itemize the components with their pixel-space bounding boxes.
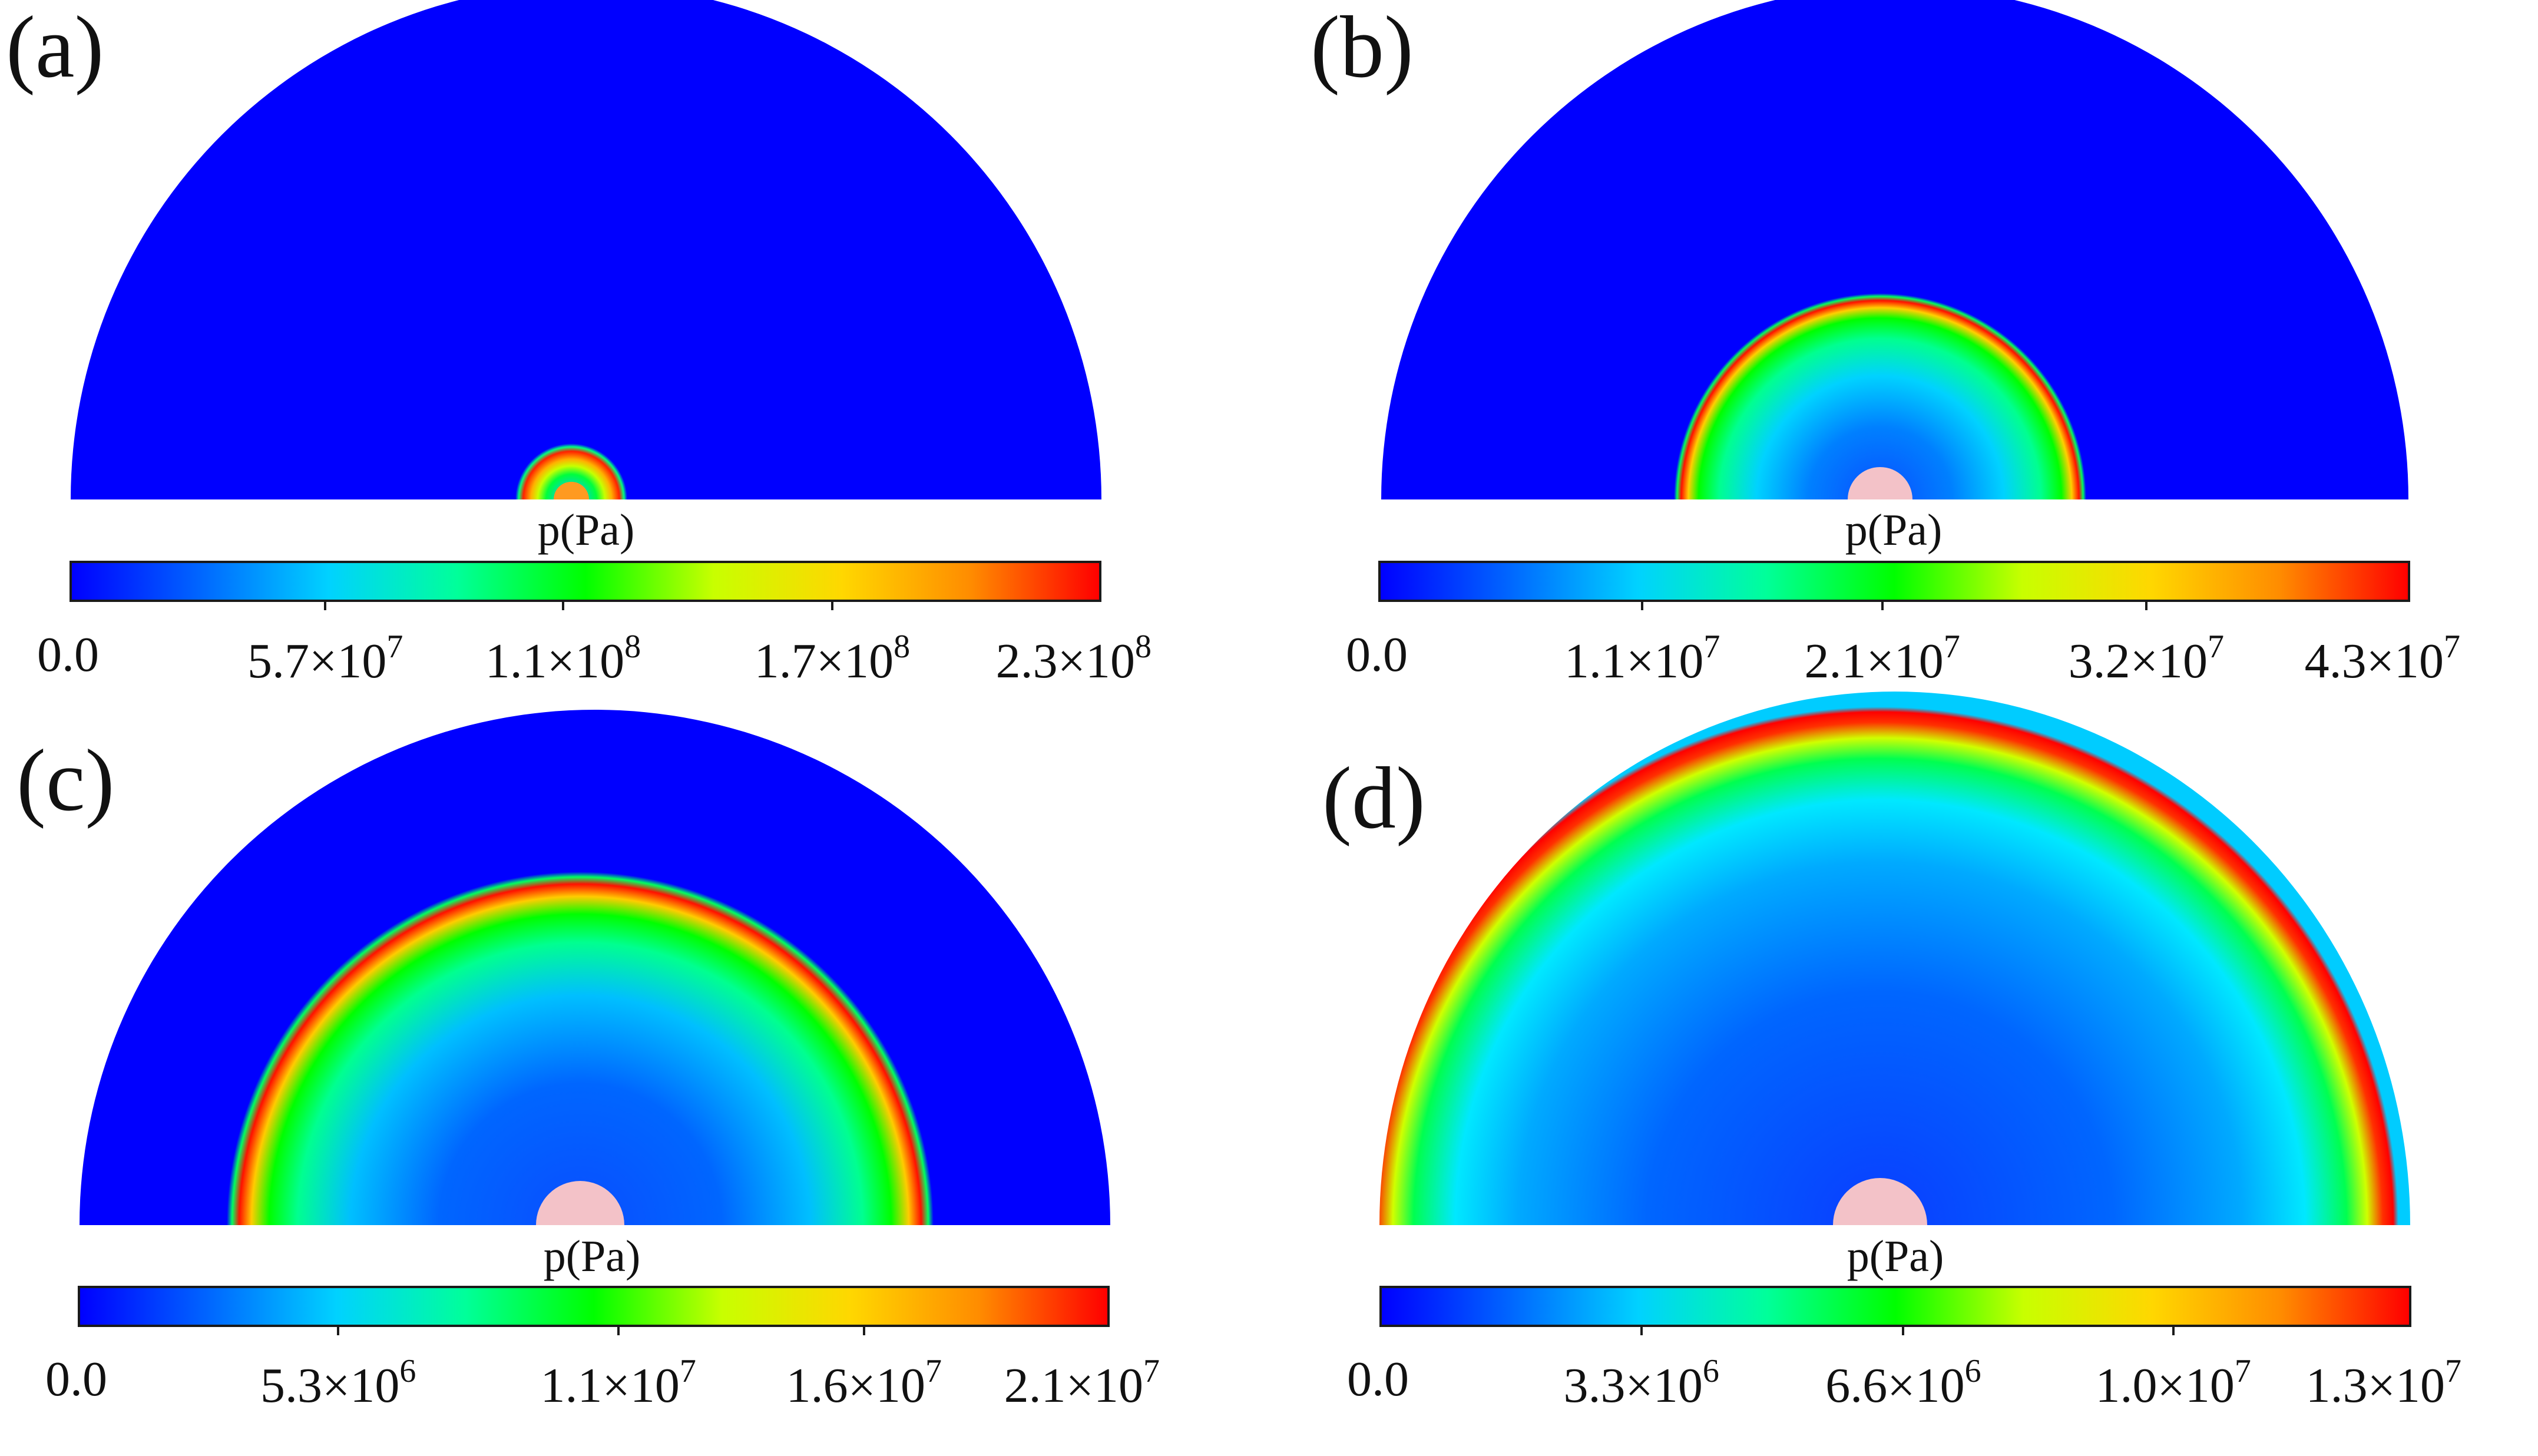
tick-mantissa: 6.6×10 — [1825, 1358, 1965, 1413]
colorbar-tick-mark — [2145, 600, 2147, 610]
tick-mantissa: 2.1×10 — [1804, 634, 1944, 689]
source-region-b — [1848, 467, 1912, 499]
panel-label-b: (b) — [1311, 0, 1414, 96]
tick-exponent: 7 — [1703, 628, 1720, 665]
colorbar-tick-label: 3.2×107 — [2069, 630, 2224, 686]
source-region-a — [554, 482, 589, 499]
tick-exponent: 8 — [624, 628, 641, 665]
colorbar-tick-label: 5.7×107 — [247, 630, 403, 686]
tick-mantissa: 0.0 — [37, 627, 99, 682]
source-region-c — [536, 1181, 624, 1225]
colorbar-tick-mark — [2172, 1325, 2175, 1335]
colorbar-tick-label: 0.0 — [1346, 630, 1408, 680]
tick-exponent: 8 — [894, 628, 911, 665]
panel-b-field — [1381, 0, 2408, 499]
tick-mantissa: 0.0 — [1346, 627, 1408, 682]
panel-a-field — [71, 0, 1101, 499]
pressure-wave-d — [1379, 691, 2410, 1225]
pressure-wave-a — [515, 444, 627, 499]
panel-c-field — [80, 710, 1110, 1225]
colorbar-tick-label: 5.3×106 — [260, 1355, 416, 1411]
colorbar-tick-mark — [1881, 600, 1884, 610]
tick-exponent: 7 — [386, 628, 403, 665]
tick-exponent: 8 — [1135, 628, 1151, 665]
tick-exponent: 7 — [2445, 1353, 2461, 1389]
colorbar-tick-mark — [862, 1325, 865, 1335]
domain-halfdisk-a — [71, 0, 1101, 499]
colorbar-tick-label: 1.6×107 — [786, 1355, 942, 1411]
colorbar-tick-mark — [830, 600, 833, 610]
colorbar-b — [1378, 561, 2410, 602]
tick-exponent: 7 — [925, 1353, 942, 1389]
colorbar-tick-label: 0.0 — [37, 630, 99, 680]
pressure-wave-b — [1674, 293, 2086, 499]
colorbar-tick-mark — [1902, 1325, 1905, 1335]
tick-mantissa: 1.1×10 — [485, 634, 625, 689]
tick-mantissa: 4.3×10 — [2304, 634, 2444, 689]
tick-mantissa: 1.1×10 — [540, 1358, 680, 1413]
colorbar-tick-mark — [1640, 1325, 1643, 1335]
tick-mantissa: 1.0×10 — [2095, 1358, 2235, 1413]
tick-exponent: 6 — [399, 1353, 416, 1389]
colorbar-tick-label: 1.1×107 — [541, 1355, 696, 1411]
tick-mantissa: 2.1×10 — [1004, 1358, 1143, 1413]
tick-exponent: 6 — [1702, 1353, 1719, 1389]
tick-exponent: 6 — [1964, 1353, 1981, 1389]
colorbar-tick-label: 0.0 — [1347, 1355, 1409, 1404]
colorbar-tick-label: 1.3×107 — [2306, 1355, 2461, 1411]
tick-exponent: 7 — [1943, 628, 1960, 665]
tick-mantissa: 2.3×10 — [995, 634, 1135, 689]
tick-exponent: 7 — [2234, 1353, 2251, 1389]
colorbar-tick-mark — [617, 1325, 620, 1335]
tick-mantissa: 1.3×10 — [2305, 1358, 2445, 1413]
colorbar-tick-mark — [337, 1325, 340, 1335]
colorbar-tick-label: 1.7×108 — [755, 630, 910, 686]
colorbar-tick-mark — [324, 600, 327, 610]
colorbar-title-a: p(Pa) — [537, 505, 635, 555]
colorbar-tick-label: 1.0×107 — [2096, 1355, 2251, 1411]
colorbar-tick-label: 1.1×107 — [1564, 630, 1720, 686]
colorbar-tick-label: 2.3×108 — [996, 630, 1151, 686]
tick-exponent: 7 — [2444, 628, 2460, 665]
panel-label-c: (c) — [16, 732, 115, 829]
domain-halfdisk-b — [1381, 0, 2408, 499]
colorbar-tick-label: 2.1×107 — [1004, 1355, 1160, 1411]
tick-mantissa: 3.2×10 — [2068, 634, 2208, 689]
tick-mantissa: 0.0 — [1347, 1352, 1409, 1407]
tick-mantissa: 1.1×10 — [1564, 634, 1704, 689]
colorbar-tick-mark — [561, 600, 564, 610]
colorbar-tick-label: 2.1×107 — [1804, 630, 1960, 686]
tick-exponent: 7 — [1143, 1353, 1160, 1389]
colorbar-d — [1379, 1286, 2411, 1327]
panel-label-d: (d) — [1322, 749, 1425, 847]
tick-mantissa: 5.7×10 — [247, 634, 387, 689]
pressure-wave-c — [227, 872, 934, 1225]
colorbar-tick-label: 4.3×107 — [2305, 630, 2460, 686]
colorbar-c — [78, 1286, 1110, 1327]
colorbar-title-c: p(Pa) — [543, 1232, 641, 1281]
panel-d-field — [1379, 691, 2410, 1225]
tick-mantissa: 0.0 — [45, 1352, 107, 1407]
colorbar-a — [70, 561, 1101, 602]
colorbar-tick-label: 1.1×108 — [485, 630, 641, 686]
colorbar-tick-label: 3.3×106 — [1564, 1355, 1719, 1411]
colorbar-tick-label: 6.6×106 — [1825, 1355, 1981, 1411]
colorbar-title-b: p(Pa) — [1845, 505, 1943, 555]
tick-mantissa: 3.3×10 — [1563, 1358, 1703, 1413]
panel-label-a: (a) — [6, 0, 104, 96]
tick-mantissa: 1.6×10 — [786, 1358, 926, 1413]
tick-exponent: 7 — [2208, 628, 2224, 665]
tick-mantissa: 5.3×10 — [260, 1358, 400, 1413]
tick-exponent: 7 — [679, 1353, 696, 1389]
source-region-d — [1833, 1178, 1927, 1225]
tick-mantissa: 1.7×10 — [754, 634, 894, 689]
colorbar-tick-mark — [1641, 600, 1644, 610]
colorbar-title-d: p(Pa) — [1847, 1232, 1944, 1281]
colorbar-tick-label: 0.0 — [45, 1355, 107, 1404]
